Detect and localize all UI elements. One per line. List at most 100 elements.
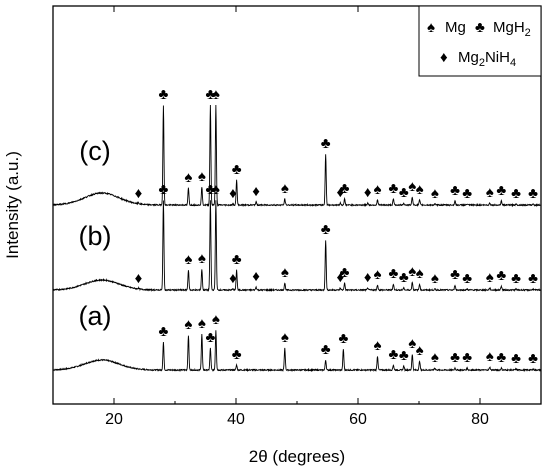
legend-mg2nih4-text2: NiH: [485, 49, 510, 66]
phase-marker-mg: ♠: [408, 263, 416, 280]
phase-marker-mgh2: ♣: [450, 266, 460, 283]
phase-marker-mg: ♠: [416, 265, 424, 282]
phase-marker-mg: ♠: [198, 250, 206, 267]
phase-marker-mgh2: ♣: [528, 270, 538, 287]
legend-mgh2-icon: ♣: [475, 19, 485, 36]
phase-marker-mg: ♠: [416, 342, 424, 359]
phase-marker-mg2nih4: ♦: [252, 183, 260, 200]
legend: ♠ Mg ♣ MgH2 ♦ Mg2NiH4: [418, 5, 542, 77]
xrd-trace-2: [52, 105, 542, 208]
phase-marker-mgh2: ♣: [232, 161, 242, 178]
diffraction-traces: [52, 105, 542, 373]
phase-marker-mg: ♠: [374, 337, 382, 354]
phase-marker-mgh2: ♣: [462, 185, 472, 202]
legend-mgh2-text: MgH: [493, 19, 525, 36]
phase-marker-mgh2: ♣: [511, 350, 521, 367]
phase-marker-mgh2: ♣: [511, 270, 521, 287]
phase-marker-mgh2: ♣: [205, 329, 215, 346]
phase-marker-mg: ♠: [212, 311, 220, 328]
legend-mg-icon: ♠: [427, 19, 435, 36]
phase-marker-mg2nih4: ♦: [364, 184, 372, 201]
phase-marker-mgh2: ♣: [158, 181, 168, 198]
phase-marker-mg: ♠: [431, 270, 439, 287]
phase-marker-mg2nih4: ♦: [135, 270, 143, 287]
phase-marker-mg: ♠: [212, 181, 220, 198]
x-tick-label: 20: [105, 411, 123, 428]
phase-marker-mg: ♠: [281, 329, 289, 346]
phase-marker-mg: ♠: [486, 269, 494, 286]
phase-marker-mg: ♠: [486, 184, 494, 201]
phase-marker-mg: ♠: [184, 316, 192, 333]
phase-marker-mgh2: ♣: [321, 341, 331, 358]
legend-mgh2-label: MgH2: [493, 19, 531, 39]
x-tick-label: 80: [471, 411, 489, 428]
legend-mg-label: Mg: [445, 19, 466, 36]
legend-mgh2-sub: 2: [525, 27, 531, 39]
legend-mg2nih4-label: Mg2NiH4: [458, 49, 516, 69]
phase-marker-mg2nih4: ♦: [336, 184, 344, 201]
phase-marker-mg2nih4: ♦: [336, 269, 344, 286]
phase-marker-mgh2: ♣: [528, 350, 538, 367]
panel-label-0: (a): [79, 301, 112, 331]
phase-marker-mg: ♠: [281, 264, 289, 281]
phase-marker-mgh2: ♣: [388, 180, 398, 197]
phase-marker-mgh2: ♣: [399, 184, 409, 201]
phase-marker-mg: ♠: [212, 86, 220, 103]
phase-marker-mg2nih4: ♦: [229, 185, 237, 202]
phase-marker-mg: ♠: [281, 180, 289, 197]
phase-marker-mgh2: ♣: [496, 267, 506, 284]
x-tick-label: 40: [227, 411, 245, 428]
phase-marker-mg: ♠: [408, 335, 416, 352]
phase-marker-mgh2: ♣: [388, 265, 398, 282]
phase-marker-mgh2: ♣: [158, 86, 168, 103]
panel-label-2: (c): [79, 136, 110, 166]
phase-marker-mg: ♠: [198, 315, 206, 332]
phase-marker-mg: ♠: [486, 348, 494, 365]
phase-marker-mg: ♠: [408, 178, 416, 195]
phase-marker-mgh2: ♣: [450, 349, 460, 366]
phase-marker-mgh2: ♣: [321, 135, 331, 152]
x-axis-title: 2θ (degrees): [249, 447, 345, 466]
xrd-trace-1: [52, 200, 542, 293]
phase-marker-mgh2: ♣: [340, 180, 350, 197]
phase-marker-mgh2: ♣: [528, 185, 538, 202]
legend-mg2nih4-icon: ♦: [440, 49, 448, 66]
legend-box: [418, 5, 542, 77]
phase-marker-mg: ♠: [374, 266, 382, 283]
phase-marker-mgh2: ♣: [205, 181, 215, 198]
phase-marker-mg: ♠: [184, 251, 192, 268]
legend-mg2nih4-sub2: 4: [510, 57, 516, 69]
phase-marker-mg2nih4: ♦: [135, 185, 143, 202]
phase-marker-mgh2: ♣: [399, 269, 409, 286]
phase-markers: ♣ ♠ ♠♣♠♣♠♣♣ ♠♣ ♣♠ ♠ ♠ ♣ ♣ ♠ ♣ ♣ ♣♦♣♠ ♠♣♠♦♣♦ ♠♣♦♣ ♦ ♠ ♣ ♣ ♠ ♠…: [135, 86, 539, 367]
phase-marker-mgh2: ♣: [232, 346, 242, 363]
phase-marker-mgh2: ♣: [340, 264, 350, 281]
xrd-trace-0: [52, 330, 542, 373]
phase-marker-mg: ♠: [416, 181, 424, 198]
phase-marker-mg: ♠: [431, 349, 439, 366]
phase-marker-mgh2: ♣: [205, 86, 215, 103]
phase-marker-mg2nih4: ♦: [364, 269, 372, 286]
phase-marker-mgh2: ♣: [450, 182, 460, 199]
phase-marker-mgh2: ♣: [511, 185, 521, 202]
x-tick-label: 60: [349, 411, 367, 428]
phase-marker-mg: ♠: [198, 168, 206, 185]
phase-marker-mgh2: ♣: [462, 270, 472, 287]
phase-marker-mgh2: ♣: [338, 330, 348, 347]
phase-marker-mgh2: ♣: [496, 182, 506, 199]
phase-marker-mgh2: ♣: [321, 221, 331, 238]
panel-labels: (a) (b) (c): [79, 136, 112, 331]
phase-marker-mg: ♠: [184, 169, 192, 186]
legend-mg2nih4-sub1: 2: [479, 57, 485, 69]
y-axis-title: Intensity (a.u.): [3, 151, 22, 259]
phase-marker-mgh2: ♣: [462, 349, 472, 366]
phase-marker-mgh2: ♣: [232, 251, 242, 268]
phase-marker-mg2nih4: ♦: [252, 268, 260, 285]
phase-marker-mg: ♠: [431, 185, 439, 202]
phase-marker-mgh2: ♣: [158, 323, 168, 340]
panel-label-1: (b): [79, 221, 112, 251]
phase-marker-mg: ♠: [374, 181, 382, 198]
phase-marker-mgh2: ♣: [399, 347, 409, 364]
phase-marker-mg2nih4: ♦: [229, 270, 237, 287]
